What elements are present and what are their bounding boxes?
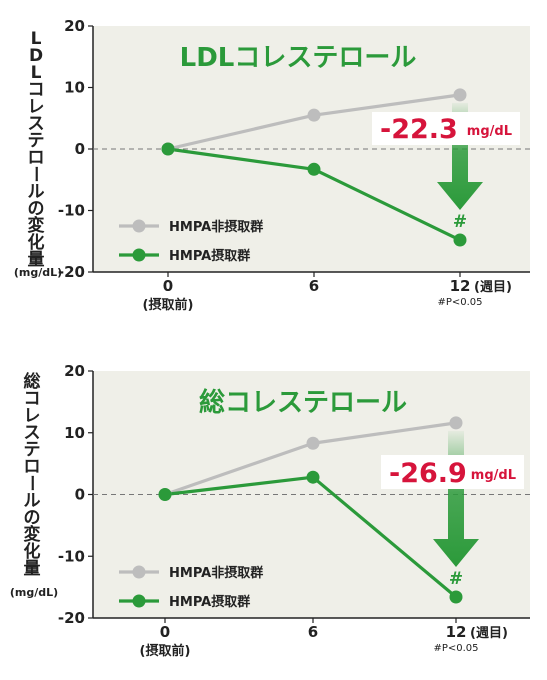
legend-label: HMPA摂取群 <box>169 248 250 264</box>
difference-label-box <box>372 112 520 145</box>
significance-mark: # <box>453 212 467 232</box>
data-point <box>158 488 172 501</box>
y-axis-label-char: レ <box>24 406 41 426</box>
y-axis-label-char: L <box>31 63 42 83</box>
difference-unit: mg/dL <box>471 468 516 483</box>
y-axis-label-char: テ <box>28 131 45 151</box>
x-baseline-label: (摂取前) <box>140 643 191 659</box>
chart-title: LDLコレステロール <box>180 43 417 73</box>
data-point <box>306 436 320 450</box>
y-axis-label-char: 化 <box>24 541 41 562</box>
y-tick-label: -20 <box>58 609 85 627</box>
y-axis-label-char: の <box>28 199 45 219</box>
y-axis-label-char: ー <box>25 166 45 183</box>
data-point <box>449 416 463 430</box>
x-tick-label: 12 <box>450 277 471 295</box>
y-axis-label-char: ロ <box>28 148 45 168</box>
data-point <box>449 590 463 604</box>
y-axis-label-char: D <box>29 46 43 66</box>
legend-marker <box>132 219 146 233</box>
data-point <box>306 470 320 484</box>
y-tick-label: 20 <box>64 362 85 380</box>
x-tick-label: 6 <box>308 623 318 641</box>
legend-marker <box>132 594 146 608</box>
y-tick-label: 0 <box>75 140 85 158</box>
x-baseline-label: (摂取前) <box>143 297 194 313</box>
y-axis-label-char: ー <box>21 475 41 492</box>
difference-value: -26.9 <box>389 458 467 489</box>
difference-arrow <box>433 430 479 568</box>
y-axis-label-char: コ <box>24 389 41 409</box>
data-point <box>453 88 467 102</box>
legend-marker <box>132 565 146 579</box>
y-axis-label-char: 変 <box>28 215 45 236</box>
y-axis-label-char: ル <box>24 491 41 511</box>
y-tick-label: 20 <box>64 17 85 35</box>
y-axis-label-char: L <box>31 29 42 49</box>
y-axis-label-char: ス <box>28 114 45 134</box>
difference-value: -22.3 <box>380 114 458 145</box>
difference-label-box <box>381 455 524 489</box>
data-point <box>307 162 321 176</box>
y-axis-label-char: 量 <box>24 558 41 579</box>
y-axis-unit: (mg/dL) <box>14 266 62 279</box>
difference-unit: mg/dL <box>467 124 512 139</box>
x-tick-label: 6 <box>309 277 319 295</box>
y-tick-label: -10 <box>58 547 85 565</box>
x-tick-label: 0 <box>163 277 173 295</box>
x-unit-label: (週目) <box>474 280 512 295</box>
difference-arrow <box>437 102 483 211</box>
legend-label: HMPA非摂取群 <box>169 219 263 235</box>
y-axis-label-char: ロ <box>24 457 41 477</box>
y-axis-label-char: の <box>24 508 41 528</box>
y-axis-label-char: 化 <box>28 232 45 253</box>
data-point <box>161 142 175 156</box>
y-tick-label: 0 <box>75 486 85 504</box>
y-tick-label: 10 <box>64 424 85 442</box>
legend-label: HMPA非摂取群 <box>169 565 263 581</box>
y-axis-unit: (mg/dL) <box>10 586 58 599</box>
y-axis-label-char: ス <box>24 423 41 443</box>
x-unit-label: (週目) <box>470 626 508 641</box>
significance-footnote: #P<0.05 <box>437 297 482 308</box>
y-axis-label-char: 量 <box>28 249 45 270</box>
chart-title: 総コレステロール <box>199 387 407 418</box>
significance-mark: # <box>449 569 463 589</box>
y-tick-label: -10 <box>58 202 85 220</box>
y-axis-label-char: 変 <box>24 524 41 545</box>
y-axis-label-char: ル <box>28 182 45 202</box>
y-axis-label-char: コ <box>28 80 45 100</box>
y-axis-label-char: 総 <box>24 371 41 392</box>
x-tick-label: 12 <box>446 623 467 641</box>
y-tick-label: 10 <box>64 79 85 97</box>
x-tick-label: 0 <box>160 623 170 641</box>
data-point <box>307 108 321 122</box>
y-axis-label-char: レ <box>28 97 45 117</box>
y-axis-label-char: テ <box>24 440 41 460</box>
legend-marker <box>132 248 146 262</box>
data-point <box>453 233 467 247</box>
significance-footnote: #P<0.05 <box>433 643 478 654</box>
legend-label: HMPA摂取群 <box>169 594 250 610</box>
y-tick-label: -20 <box>58 263 85 281</box>
